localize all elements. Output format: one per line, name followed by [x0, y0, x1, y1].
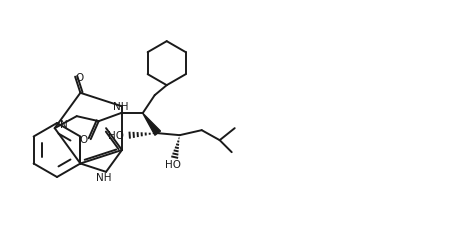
Text: NH: NH: [96, 173, 112, 183]
Text: NH: NH: [113, 102, 129, 112]
Polygon shape: [143, 113, 161, 135]
Text: O: O: [75, 73, 83, 83]
Text: O: O: [79, 135, 88, 145]
Text: HO: HO: [165, 160, 181, 170]
Text: HO: HO: [108, 131, 124, 141]
Text: N: N: [60, 120, 67, 130]
